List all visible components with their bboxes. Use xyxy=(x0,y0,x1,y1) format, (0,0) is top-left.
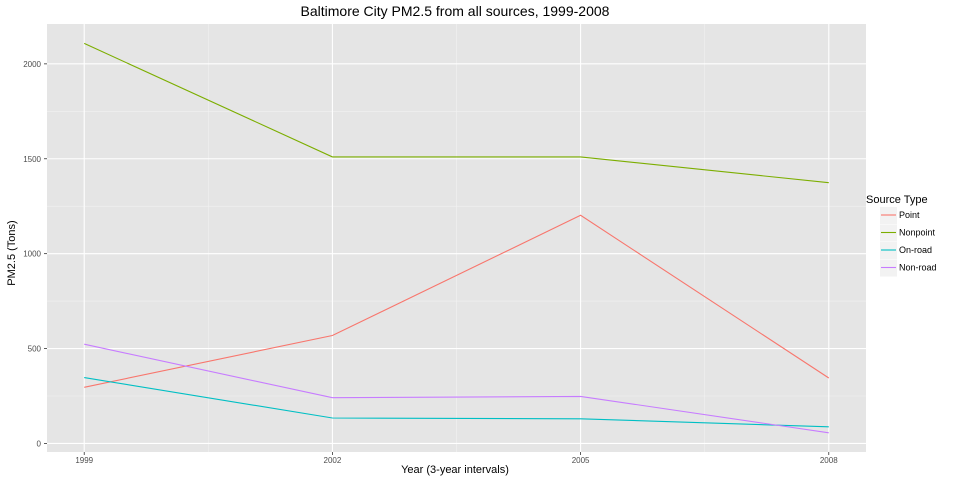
y-tick-label: 0 xyxy=(37,439,42,448)
series-line-non-road xyxy=(84,343,829,434)
y-tick-label: 1000 xyxy=(23,250,41,259)
y-tick-label: 500 xyxy=(28,345,42,354)
x-axis-title: Year (3-year intervals) xyxy=(401,464,509,476)
x-tick-label: 2005 xyxy=(572,456,590,465)
major-gridlines xyxy=(47,24,866,452)
series-line-on-road xyxy=(84,377,829,428)
chart-title: Baltimore City PM2.5 from all sources, 1… xyxy=(301,3,610,19)
legend-label-point: Point xyxy=(899,210,920,220)
y-tick-label: 2000 xyxy=(23,60,41,69)
legend-title: Source Type xyxy=(866,194,928,206)
x-tick-label: 1999 xyxy=(75,456,93,465)
legend-label-on-road: On-road xyxy=(899,245,932,255)
y-tick-label: 1500 xyxy=(23,155,41,164)
y-axis: 0 500 1000 1500 2000 xyxy=(23,60,47,448)
series-lines xyxy=(83,42,830,434)
x-tick-label: 2008 xyxy=(820,456,838,465)
y-axis-title: PM2.5 (Tons) xyxy=(6,220,18,285)
legend: Source Type Point Nonpoint On-road Non-road xyxy=(866,194,937,277)
series-line-point xyxy=(84,214,830,388)
legend-label-non-road: Non-road xyxy=(899,263,937,273)
legend-label-nonpoint: Nonpoint xyxy=(899,228,936,238)
x-tick-label: 2002 xyxy=(324,456,342,465)
x-axis: 1999 2002 2005 2008 xyxy=(75,452,838,465)
minor-gridlines xyxy=(47,24,866,452)
series-line-nonpoint xyxy=(83,42,829,184)
